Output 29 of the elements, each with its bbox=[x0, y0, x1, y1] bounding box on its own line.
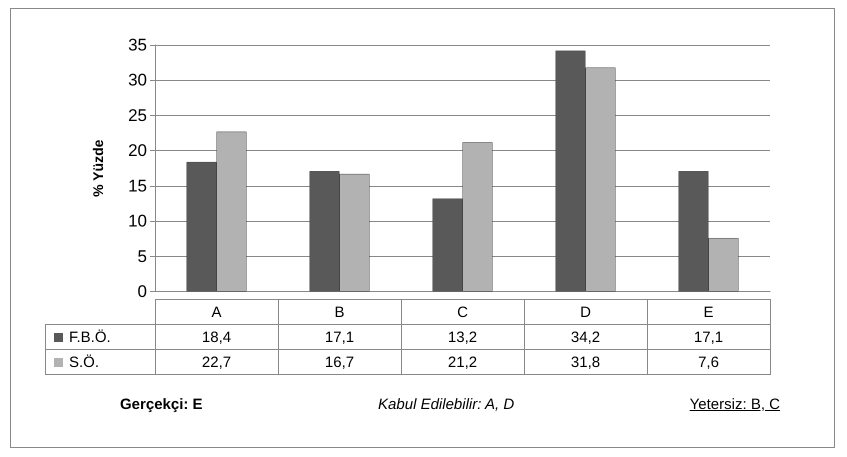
x-tick-label: B bbox=[278, 300, 401, 324]
data-label: 18,4 bbox=[155, 324, 278, 350]
data-label: 31,8 bbox=[524, 350, 647, 374]
y-tick-label: 35 bbox=[128, 36, 147, 54]
legend-label: S.Ö. bbox=[69, 354, 100, 370]
x-tick-label: E bbox=[647, 300, 770, 324]
y-axis-title: % Yüzde bbox=[90, 139, 106, 197]
y-tick-label: 0 bbox=[138, 282, 147, 301]
y-tick-label: 5 bbox=[138, 246, 147, 266]
text: Gerçekçi: E bbox=[120, 396, 203, 413]
legend-label: F.B.Ö. bbox=[69, 328, 111, 346]
data-label: 13,2 bbox=[401, 324, 524, 350]
x-tick-label: D bbox=[524, 300, 647, 324]
y-tick-label: 20 bbox=[128, 141, 147, 160]
y-tick-label: 10 bbox=[128, 212, 147, 231]
y-tick-label: 15 bbox=[128, 176, 147, 196]
data-label: 34,2 bbox=[524, 324, 647, 350]
y-tick-label: 25 bbox=[128, 106, 147, 125]
data-label: 17,1 bbox=[647, 324, 770, 350]
x-tick-label: C bbox=[401, 300, 524, 324]
y-tick-label: 30 bbox=[128, 70, 147, 90]
data-label: 7,6 bbox=[647, 350, 770, 374]
data-label: 22,7 bbox=[155, 350, 278, 374]
text: Kabul Edilebilir: A, D bbox=[378, 396, 514, 413]
data-label: 21,2 bbox=[401, 350, 524, 374]
data-label: 17,1 bbox=[278, 324, 401, 350]
text: Yetersiz: B, C bbox=[690, 396, 780, 413]
x-tick-label: A bbox=[155, 300, 278, 324]
data-label: 16,7 bbox=[278, 350, 401, 374]
